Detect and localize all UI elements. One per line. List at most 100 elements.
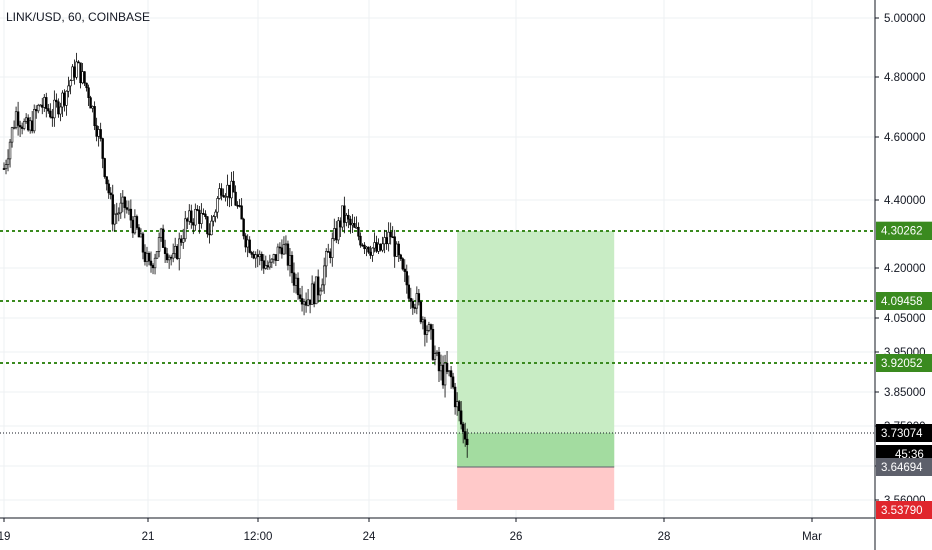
candle-body — [329, 251, 332, 258]
profit-zone-filled[interactable] — [457, 433, 615, 467]
candle-body — [202, 212, 205, 215]
entry-price-tag-bg — [876, 458, 932, 476]
candle-body — [316, 276, 320, 296]
candle-body — [111, 194, 114, 225]
candle-body — [101, 138, 104, 159]
candle-body — [117, 212, 120, 215]
candle-body — [451, 376, 455, 388]
candle-body — [254, 254, 257, 259]
candle-body — [323, 265, 326, 286]
entry-price-tag: 3.64694 — [881, 462, 923, 474]
candle-body — [381, 243, 384, 251]
candle-body — [20, 126, 24, 129]
candle-body — [391, 236, 394, 239]
candle-body — [230, 180, 233, 199]
candle-body — [270, 258, 274, 263]
candle-body — [208, 233, 211, 236]
candle-body — [65, 90, 68, 106]
candle-body — [145, 252, 149, 262]
candle-body — [45, 97, 48, 109]
grid — [0, 0, 875, 518]
candle-body — [296, 277, 300, 296]
candle-body — [327, 251, 330, 253]
current-price-tag: 3.73074 — [881, 428, 923, 440]
candle-body — [222, 194, 225, 198]
candle-body — [127, 208, 131, 211]
candle-body — [365, 246, 368, 250]
candle-body — [216, 198, 219, 213]
candle-body — [2, 168, 6, 170]
candle-body — [91, 106, 94, 109]
x-tick-label: 28 — [658, 531, 671, 543]
y-tick-label: 4.20000 — [884, 263, 926, 275]
candle-body — [341, 205, 344, 228]
candle-body — [363, 244, 366, 250]
candle-body — [292, 272, 296, 286]
x-tick-label: 21 — [142, 531, 155, 543]
loss-zone[interactable] — [457, 467, 615, 510]
profit-zone[interactable] — [457, 231, 615, 467]
price-levels[interactable] — [0, 230, 875, 434]
candle-body — [155, 251, 159, 259]
candle-body — [437, 351, 441, 372]
candle-body — [97, 129, 100, 137]
candle-body — [192, 222, 195, 226]
level-price-tag-bg — [876, 354, 932, 372]
candle-body — [180, 238, 183, 243]
candle-body — [250, 252, 253, 255]
position-zones[interactable] — [457, 231, 615, 510]
candle-body — [258, 253, 261, 258]
candle-body — [242, 218, 245, 237]
candle-body — [447, 370, 451, 372]
candle-body — [272, 254, 276, 260]
candle-body — [333, 228, 336, 239]
candle-body — [43, 97, 46, 108]
candle-body — [353, 223, 356, 228]
candle-body — [182, 238, 185, 243]
candle-body — [453, 386, 457, 408]
candle-body — [325, 251, 328, 267]
candle-body — [4, 164, 8, 170]
candle-body — [69, 80, 72, 87]
candle-body — [389, 231, 392, 238]
current-price-tag-bg — [876, 424, 932, 442]
candle-body — [425, 330, 429, 335]
candle-body — [445, 362, 449, 372]
candle-body — [411, 300, 415, 308]
candle-body — [314, 276, 318, 305]
candle-body — [417, 293, 421, 303]
candle-body — [274, 254, 278, 261]
candle-body — [194, 209, 197, 226]
x-tick-label: 12:00 — [244, 531, 273, 543]
y-tick-label: 4.80000 — [884, 72, 926, 84]
candle-body — [39, 104, 42, 107]
stop-price-tag: 3.53790 — [881, 505, 923, 517]
candle-body — [399, 254, 402, 259]
candle-body — [306, 299, 310, 306]
candle-body — [371, 247, 374, 256]
candle-body — [123, 196, 127, 208]
candle-body — [383, 237, 386, 245]
candle-body — [407, 284, 410, 299]
candle-body — [224, 196, 227, 198]
candle-body — [403, 268, 406, 272]
candle-body — [457, 401, 461, 412]
candle-body — [337, 220, 340, 241]
candle-body — [131, 219, 135, 234]
candle-body — [190, 210, 193, 223]
candle-body — [276, 246, 280, 261]
x-tick-label: 24 — [363, 531, 376, 543]
chart-title: LINK/USD, 60, COINBASE — [6, 10, 151, 24]
candle-body — [459, 410, 463, 425]
candle-body — [12, 127, 16, 129]
candle-body — [431, 328, 435, 360]
candle-body — [234, 191, 237, 206]
candle-body — [188, 210, 191, 222]
candle-body — [244, 235, 247, 248]
y-tick-label: 3.85000 — [884, 387, 926, 399]
candle-body — [214, 211, 217, 217]
y-tick-label: 4.60000 — [884, 132, 926, 144]
candle-body — [268, 261, 272, 268]
candle-body — [395, 243, 398, 257]
